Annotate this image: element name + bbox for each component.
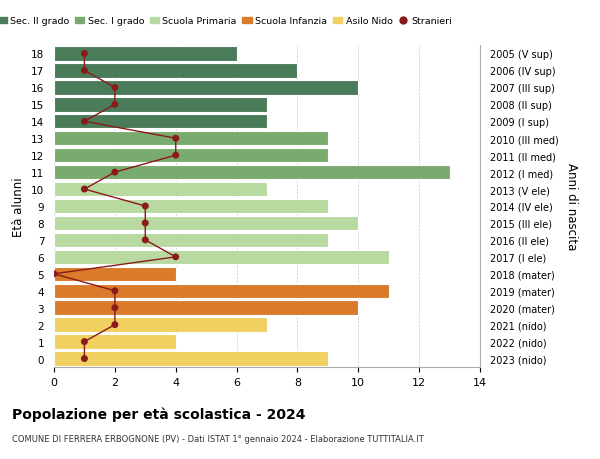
Point <box>80 186 89 193</box>
Point <box>49 270 59 278</box>
Point <box>140 203 150 210</box>
Bar <box>54 284 389 298</box>
Text: COMUNE DI FERRERA ERBOGNONE (PV) - Dati ISTAT 1° gennaio 2024 - Elaborazione TUT: COMUNE DI FERRERA ERBOGNONE (PV) - Dati … <box>12 434 424 443</box>
Point <box>110 304 119 312</box>
Point <box>110 101 119 109</box>
Point <box>80 67 89 75</box>
Bar <box>54 352 328 366</box>
Bar <box>54 199 328 214</box>
Y-axis label: Età alunni: Età alunni <box>13 177 25 236</box>
Bar <box>54 132 328 146</box>
Legend: Sec. II grado, Sec. I grado, Scuola Primaria, Scuola Infanzia, Asilo Nido, Stran: Sec. II grado, Sec. I grado, Scuola Prim… <box>0 14 455 30</box>
Bar <box>54 182 267 197</box>
Point <box>110 287 119 295</box>
Bar <box>54 301 358 315</box>
Point <box>110 84 119 92</box>
Text: Popolazione per età scolastica - 2024: Popolazione per età scolastica - 2024 <box>12 406 305 421</box>
Point <box>140 237 150 244</box>
Bar <box>54 149 328 163</box>
Bar <box>54 81 358 95</box>
Point <box>110 169 119 176</box>
Bar <box>54 216 358 230</box>
Point <box>80 118 89 126</box>
Point <box>80 338 89 346</box>
Bar <box>54 64 298 78</box>
Point <box>110 321 119 329</box>
Bar <box>54 318 267 332</box>
Point <box>80 50 89 58</box>
Bar <box>54 335 176 349</box>
Bar <box>54 267 176 281</box>
Bar <box>54 98 267 112</box>
Bar <box>54 115 267 129</box>
Bar <box>54 250 389 264</box>
Point <box>171 135 181 143</box>
Point <box>80 355 89 363</box>
Y-axis label: Anni di nascita: Anni di nascita <box>565 163 578 250</box>
Bar <box>54 47 236 62</box>
Point <box>140 220 150 227</box>
Point <box>171 152 181 159</box>
Bar <box>54 233 328 247</box>
Bar <box>54 166 449 180</box>
Point <box>171 254 181 261</box>
